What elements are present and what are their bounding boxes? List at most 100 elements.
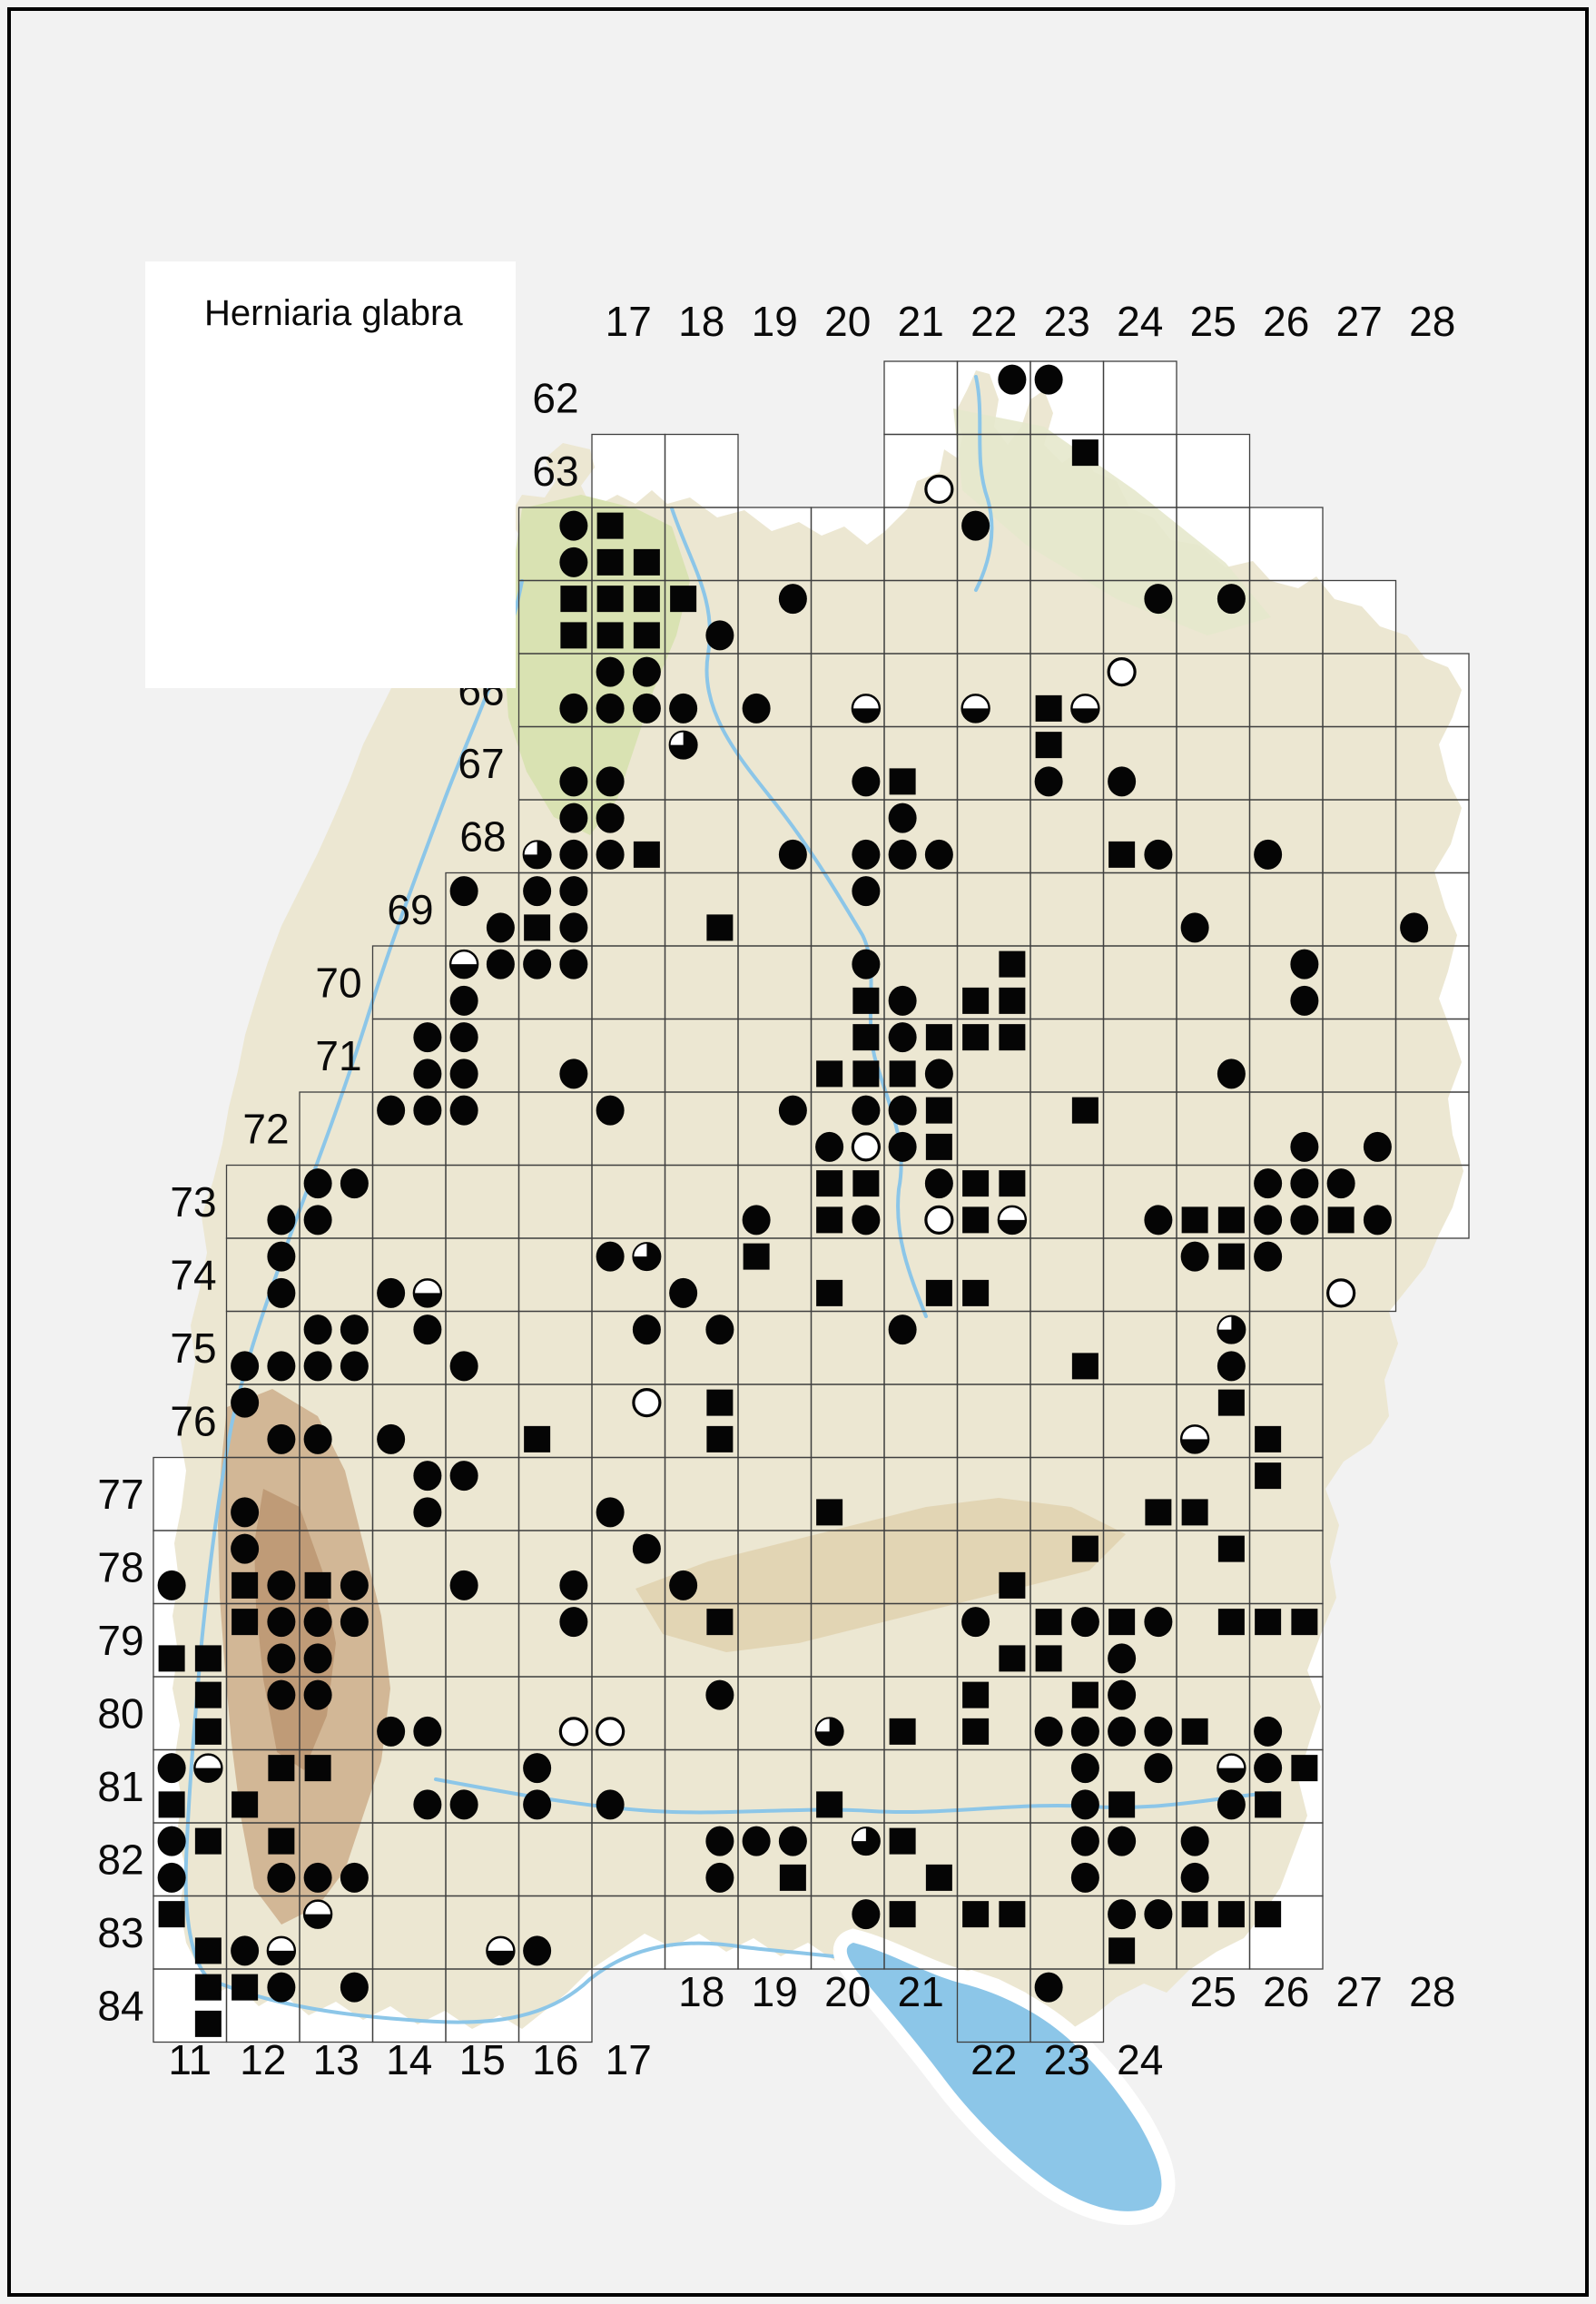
occurrence-filled-square [816,1060,843,1088]
occurrence-filled-circle [1034,766,1063,797]
occurrence-filled-circle [1070,1607,1099,1638]
occurrence-filled-circle [596,1241,625,1272]
grid-line-layer [153,360,1470,2043]
occurrence-filled-circle [888,985,917,1016]
occurrence-filled-circle [852,766,881,797]
occurrence-filled-circle [778,584,807,615]
occurrence-filled-circle [449,1461,478,1492]
occurrence-filled-circle [1254,839,1283,870]
occurrence-filled-square [999,1170,1026,1197]
occurrence-filled-square [194,1718,222,1745]
occurrence-filled-circle [559,766,588,797]
occurrence-filled-circle [596,802,625,833]
column-label-top: 23 [1044,298,1090,345]
occurrence-filled-circle [377,1277,406,1308]
occurrence-filled-circle [1290,1205,1319,1236]
occurrence-filled-circle [157,1826,186,1856]
occurrence-filled-square [1071,439,1098,467]
occurrence-filled-square [560,586,587,613]
occurrence-filled-circle [705,1679,734,1710]
occurrence-filled-circle [888,1095,917,1126]
row-label-left: 72 [242,1105,289,1152]
row-label-left: 70 [315,959,361,1006]
occurrence-filled-circle [1108,1826,1137,1856]
occurrence-filled-square [962,1901,990,1928]
occurrence-filled-circle [669,693,698,724]
row-label-left: 82 [97,1836,143,1883]
occurrence-circle-top-half-white [1217,1753,1246,1783]
occurrence-filled-circle [1070,1716,1099,1747]
occurrence-filled-circle [413,1461,442,1492]
occurrence-filled-circle [742,1826,771,1856]
occurrence-filled-square [596,548,624,576]
column-label-top: 21 [898,298,944,345]
row-label-left: 74 [170,1251,216,1298]
occurrence-filled-circle [1070,1826,1099,1856]
occurrence-filled-circle [1254,1241,1283,1272]
occurrence-filled-circle [924,1058,953,1089]
terrain-tint-rhine-plain [504,495,690,835]
occurrence-filled-circle [559,912,588,943]
terrain-tint-swabian-alb [635,1498,1126,1652]
occurrence-filled-square [232,1571,259,1599]
occurrence-filled-square [1035,1645,1062,1672]
occurrence-circle-top-half-white [486,1935,516,1966]
occurrence-filled-circle [1070,1789,1099,1820]
occurrence-filled-circle [413,1314,442,1345]
occurrence-filled-square [1291,1755,1318,1782]
occurrence-filled-circle [377,1423,406,1454]
occurrence-filled-circle [1144,1716,1173,1747]
occurrence-filled-circle [267,1241,296,1272]
occurrence-filled-circle [413,1022,442,1053]
column-label-bottom: 16 [532,2036,578,2083]
occurrence-filled-circle [1254,1753,1283,1784]
occurrence-filled-square [1327,1206,1355,1234]
occurrence-filled-circle [340,1607,369,1638]
occurrence-filled-square [706,1609,734,1636]
occurrence-filled-circle [778,839,807,870]
occurrence-filled-circle [231,1351,260,1382]
occurrence-filled-circle [669,1570,698,1600]
occurrence-open-circle [924,474,954,504]
occurrence-filled-circle [998,364,1027,395]
occurrence-filled-circle [632,1314,661,1345]
occurrence-filled-circle [413,1095,442,1126]
occurrence-filled-circle [1290,949,1319,980]
occurrence-filled-circle [1254,1168,1283,1199]
column-label-bottom: 22 [970,2036,1017,2083]
occurrence-filled-circle [523,1753,552,1784]
column-label-bottom: 15 [459,2036,506,2083]
occurrence-filled-circle [1180,1826,1209,1856]
occurrence-filled-square [852,1170,880,1197]
occurrence-filled-circle [267,1351,296,1382]
occurrence-filled-circle [742,693,771,724]
occurrence-filled-circle [1070,1862,1099,1893]
occurrence-filled-circle [888,1022,917,1053]
occurrence-filled-square [999,950,1026,978]
column-label-bottom: 21 [898,1968,944,2015]
occurrence-filled-square [1035,732,1062,759]
occurrence-filled-circle [413,1497,442,1528]
column-label-top: 27 [1336,298,1383,345]
occurrence-filled-square [1217,1901,1245,1928]
grid-cell [1248,1895,1324,1970]
occurrence-filled-square [816,1206,843,1234]
row-label-left: 84 [97,1982,143,2029]
occurrence-filled-circle [449,985,478,1016]
occurrence-filled-circle [961,510,990,541]
occurrence-circle-upper-left-quarter-white [814,1717,844,1747]
occurrence-filled-square [889,1827,916,1855]
occurrence-circle-top-half-white [1070,694,1100,724]
occurrence-filled-square [304,1571,331,1599]
column-label-bottom: 11 [168,2036,212,2083]
column-label-top: 22 [970,298,1017,345]
occurrence-filled-circle [1254,1716,1283,1747]
occurrence-circle-top-half-white [266,1935,297,1966]
occurrence-filled-square [852,987,880,1014]
occurrence-filled-circle [705,1314,734,1345]
occurrence-filled-circle [559,839,588,870]
row-label-left: 83 [97,1909,143,1956]
occurrence-filled-circle [267,1679,296,1710]
occurrence-filled-square [268,1827,295,1855]
grid-cell [1322,1237,1397,1313]
